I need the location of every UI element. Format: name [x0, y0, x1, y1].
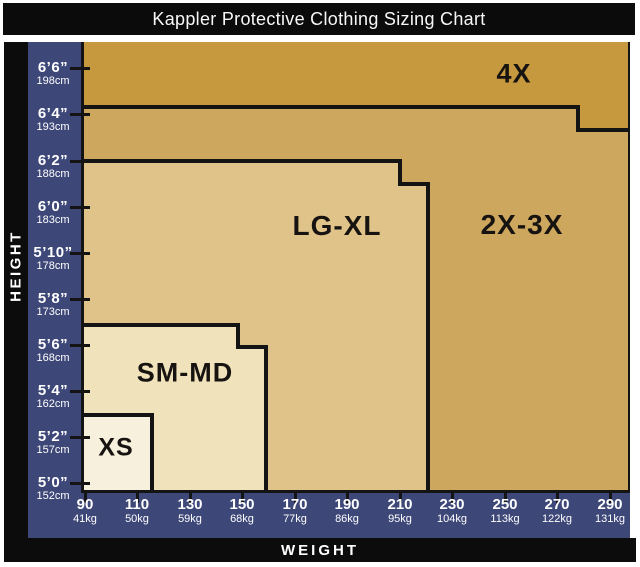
region-border-4x	[84, 105, 628, 132]
chart-title: Kappler Protective Clothing Sizing Chart	[152, 8, 486, 29]
title-bar: Kappler Protective Clothing Sizing Chart	[3, 3, 635, 35]
region-label-xs: XS	[98, 433, 134, 462]
weight-axis-band: WEIGHT	[4, 538, 636, 562]
region-4x	[84, 42, 628, 130]
height-axis-band: HEIGHT	[4, 42, 28, 562]
region-xs	[84, 415, 152, 490]
region-label-sm-md: SM-MD	[136, 357, 234, 388]
plot-area: 2X-3X 4X LG-XL SM-MD XS	[81, 42, 630, 493]
region-border-xs	[84, 413, 154, 490]
region-label-2x-3x: 2X-3X	[480, 209, 564, 240]
region-border-lg-xl	[84, 159, 430, 490]
weight-axis-title: WEIGHT	[281, 541, 359, 559]
region-border-sm-md	[84, 323, 268, 490]
height-axis-title: HEIGHT	[7, 230, 25, 302]
region-label-lg-xl: LG-XL	[292, 210, 382, 241]
region-label-4x: 4X	[496, 58, 532, 89]
